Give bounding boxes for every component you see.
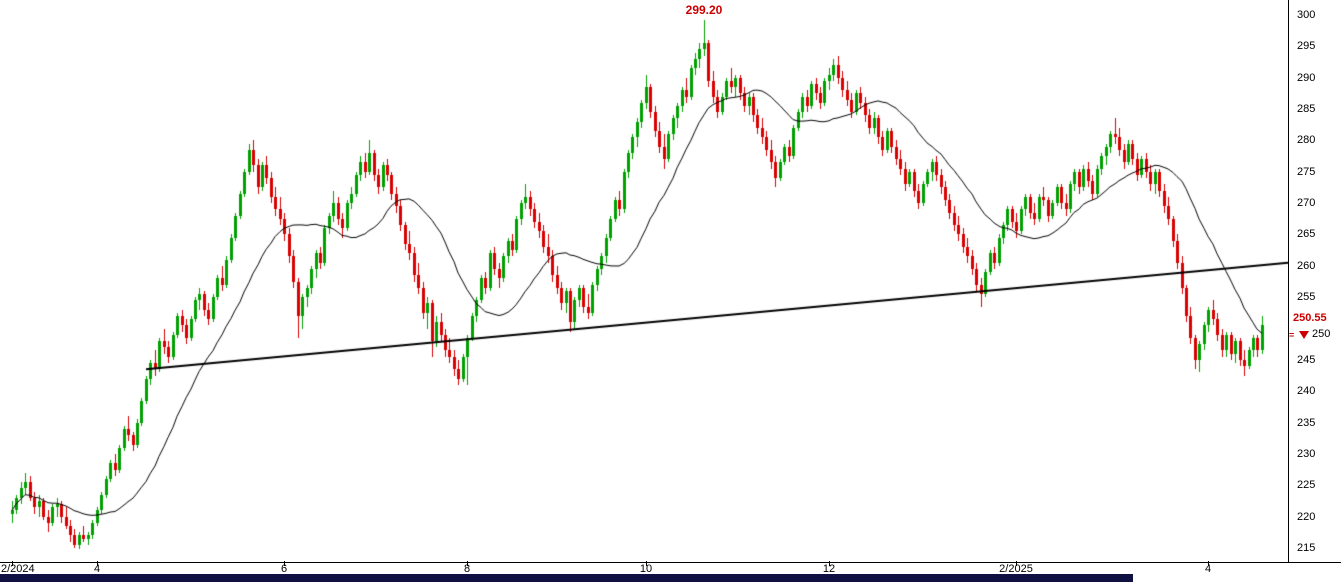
time-axis: 2/2024 4 6 8 10 12 2/2025 4 <box>0 561 1341 575</box>
time-axis-tick <box>1016 561 1017 566</box>
price-axis-label: 250 <box>1312 327 1331 340</box>
peak-price-label: 299.20 <box>685 3 723 18</box>
price-axis-label: 270 <box>1297 197 1316 210</box>
candlestick-chart[interactable] <box>0 0 1288 562</box>
time-axis-label: 4 <box>1204 563 1212 575</box>
price-axis-label: 300 <box>1297 9 1316 21</box>
chart-body: 299.20 250.55 = 300 295 290 285 280 275 270 265… <box>0 0 1341 563</box>
price-axis-label: 225 <box>1297 479 1316 492</box>
time-axis-label: 2/2025 <box>999 563 1033 575</box>
time-axis-label: 6 <box>280 563 288 575</box>
time-axis-tick <box>646 561 647 566</box>
price-axis-label: 275 <box>1297 165 1316 178</box>
price-axis-label: 260 <box>1297 259 1316 272</box>
time-axis-label: 4 <box>93 563 101 575</box>
time-axis-tick <box>467 561 468 566</box>
time-axis-label: 10 <box>639 563 653 575</box>
price-axis-label: 230 <box>1297 447 1316 460</box>
time-axis-tick <box>284 561 285 566</box>
price-axis-label: 255 <box>1297 291 1316 304</box>
scrollbar-thumb[interactable] <box>0 574 1133 582</box>
time-axis-label: 12 <box>822 563 836 575</box>
time-axis-tick <box>829 561 830 566</box>
price-axis-label: 245 <box>1297 353 1316 366</box>
price-axis-label: 295 <box>1297 40 1316 53</box>
price-marker-dash: = <box>1289 330 1295 341</box>
price-axis-label: 215 <box>1297 542 1316 554</box>
price-axis-label: 285 <box>1297 103 1316 116</box>
last-price-label: 250.55 <box>1293 312 1327 325</box>
price-axis-label: 280 <box>1297 134 1316 147</box>
down-arrow-icon <box>1299 331 1309 340</box>
scrollbar-track[interactable] <box>0 574 1341 582</box>
price-axis-label: 240 <box>1297 385 1316 398</box>
price-axis: 250.55 = 300 295 290 285 280 275 270 265 260 255 2… <box>1288 0 1341 562</box>
time-axis-tick <box>97 561 98 566</box>
time-axis-label: 2/2024 <box>1 563 35 575</box>
time-axis-tick <box>12 561 13 566</box>
price-axis-label: 235 <box>1297 416 1316 429</box>
time-axis-tick <box>1208 561 1209 566</box>
price-axis-label: 290 <box>1297 71 1316 84</box>
price-axis-label: 220 <box>1297 510 1316 523</box>
price-axis-label: 265 <box>1297 228 1316 241</box>
time-axis-label: 8 <box>463 563 471 575</box>
